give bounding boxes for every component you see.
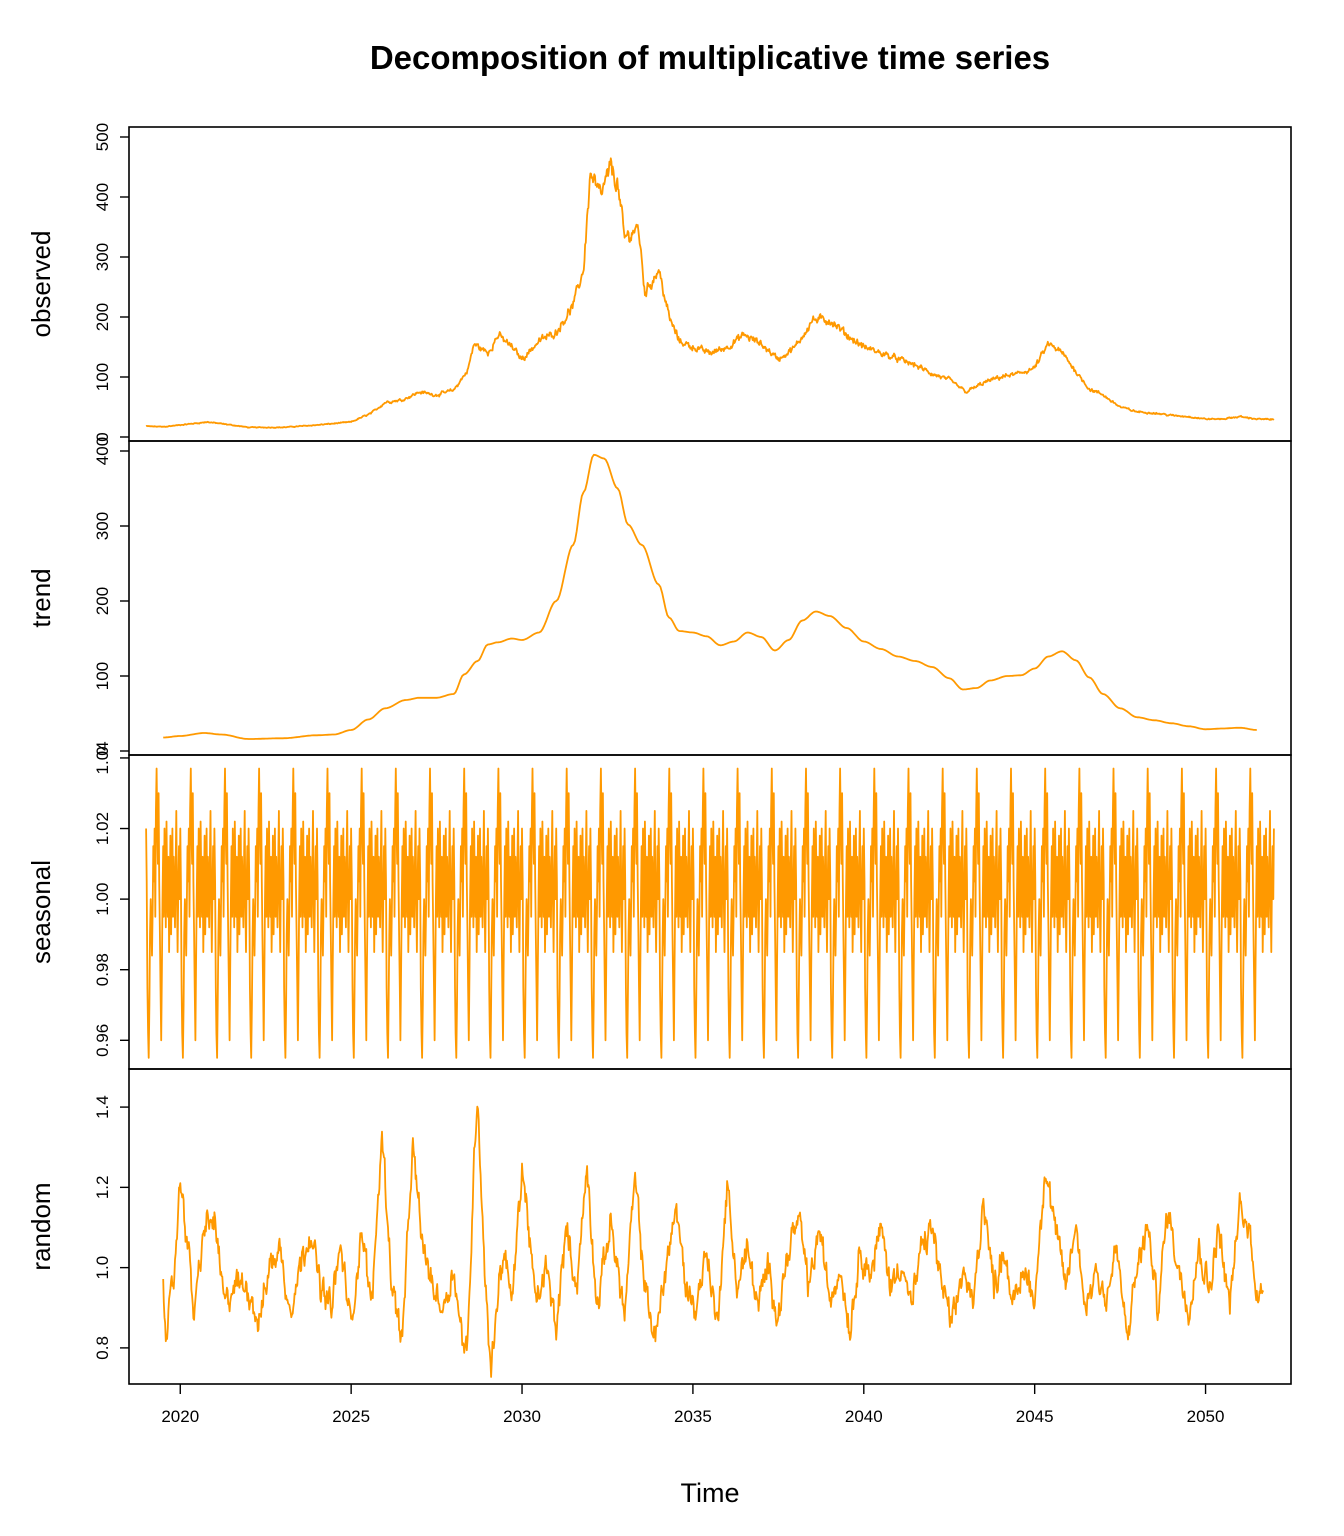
chart-title: Decomposition of multiplicative time ser… <box>370 39 1050 76</box>
random-series-line <box>162 1105 1265 1378</box>
observed-y-tick-label: 200 <box>93 303 112 331</box>
panel-observed: 0 100 200 300 400 500 observed <box>26 123 1292 442</box>
random-y-tick-label: 1.0 <box>93 1256 112 1280</box>
x-tick-label: 2045 <box>1016 1407 1054 1426</box>
random-y-tick-label: 0.8 <box>93 1336 112 1360</box>
trend-y-tick-label: 0 <box>93 746 112 755</box>
random-panel-frame <box>128 1068 1292 1385</box>
x-tick-label: 2025 <box>332 1407 370 1426</box>
seasonal-y-tick-label: 0.96 <box>93 1024 112 1057</box>
x-axis-label: Time <box>681 1478 740 1508</box>
random-y-axis-label: random <box>26 1182 56 1270</box>
seasonal-y-tick-label: 1.00 <box>93 883 112 916</box>
x-tick-label: 2040 <box>845 1407 883 1426</box>
trend-panel-frame <box>128 440 1292 756</box>
observed-y-tick-label: 100 <box>93 363 112 391</box>
observed-y-axis: 0 100 200 300 400 500 <box>93 123 129 442</box>
seasonal-y-tick-label: 0.98 <box>93 953 112 986</box>
seasonal-series-line <box>145 767 1275 1059</box>
panel-random: 0.8 1.0 1.2 1.4 random <box>26 1068 1292 1385</box>
observed-series-line <box>145 157 1275 429</box>
random-y-tick-label: 1.4 <box>93 1095 112 1119</box>
panel-trend: 0 100 200 300 400 trend <box>26 437 1292 756</box>
x-tick-label: 2035 <box>674 1407 712 1426</box>
seasonal-y-axis-label: seasonal <box>26 860 56 964</box>
x-axis: 2020 2025 2030 2035 2040 2045 2050 <box>161 1384 1224 1426</box>
trend-y-axis-label: trend <box>26 568 56 627</box>
trend-y-tick-label: 400 <box>93 437 112 465</box>
trend-y-tick-label: 200 <box>93 587 112 615</box>
observed-y-tick-label: 400 <box>93 183 112 211</box>
trend-y-tick-label: 100 <box>93 662 112 690</box>
observed-y-axis-label: observed <box>26 231 56 338</box>
trend-y-tick-label: 300 <box>93 512 112 540</box>
seasonal-y-tick-label: 1.04 <box>93 741 112 774</box>
random-y-tick-label: 1.2 <box>93 1176 112 1200</box>
observed-panel-frame <box>128 126 1292 442</box>
x-tick-label: 2050 <box>1187 1407 1225 1426</box>
observed-y-tick-label: 0 <box>93 432 112 441</box>
random-y-axis: 0.8 1.0 1.2 1.4 <box>93 1095 129 1360</box>
trend-series-line <box>163 453 1257 740</box>
seasonal-y-tick-label: 1.02 <box>93 812 112 845</box>
panels-group: 0 100 200 300 400 500 observed 0 100 200 300 400 tre… <box>26 123 1292 1385</box>
x-tick-label: 2030 <box>503 1407 541 1426</box>
observed-y-tick-label: 500 <box>93 123 112 151</box>
trend-y-axis: 0 100 200 300 400 <box>93 437 129 756</box>
observed-y-tick-label: 300 <box>93 243 112 271</box>
x-tick-label: 2020 <box>161 1407 199 1426</box>
panel-seasonal: 0.96 0.98 1.00 1.02 1.04 seasonal <box>26 741 1292 1070</box>
seasonal-y-axis: 0.96 0.98 1.00 1.02 1.04 <box>93 741 129 1057</box>
